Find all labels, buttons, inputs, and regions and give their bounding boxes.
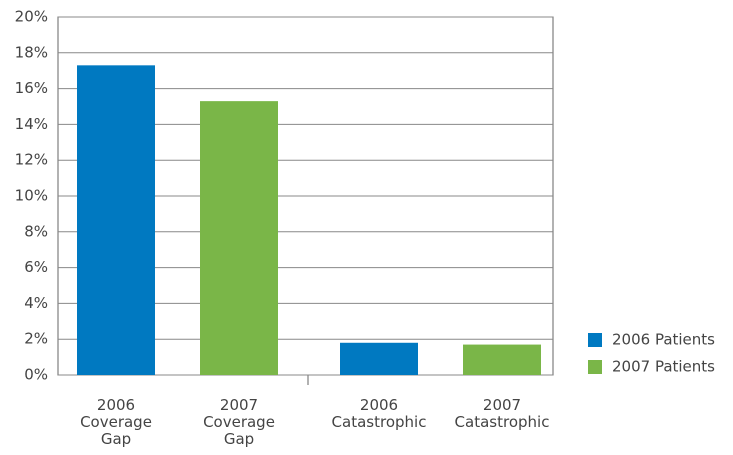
y-tick-label: 4%: [24, 294, 48, 312]
y-tick-label: 0%: [24, 366, 48, 384]
bar: [200, 101, 278, 375]
y-tick-label: 6%: [24, 258, 48, 276]
legend-swatch: [588, 333, 602, 347]
bar: [463, 344, 541, 375]
bar: [77, 65, 155, 375]
x-tick-label: 2006 Coverage Gap: [80, 396, 152, 448]
y-tick-label: 16%: [15, 79, 48, 97]
x-tick-label: 2006 Catastrophic: [332, 396, 427, 431]
y-tick-label: 18%: [15, 43, 48, 61]
legend-label: 2006 Patients: [612, 331, 715, 349]
y-tick-label: 2%: [24, 330, 48, 348]
y-tick-label: 14%: [15, 115, 48, 133]
y-tick-label: 10%: [15, 187, 48, 205]
y-tick-label: 12%: [15, 151, 48, 169]
legend-label: 2007 Patients: [612, 358, 715, 376]
x-tick-label: 2007 Catastrophic: [455, 396, 550, 431]
x-tick-label: 2007 Coverage Gap: [203, 396, 275, 448]
y-tick-label: 20%: [15, 8, 48, 26]
legend-swatch: [588, 360, 602, 374]
bar: [340, 342, 418, 375]
y-tick-label: 8%: [24, 222, 48, 240]
